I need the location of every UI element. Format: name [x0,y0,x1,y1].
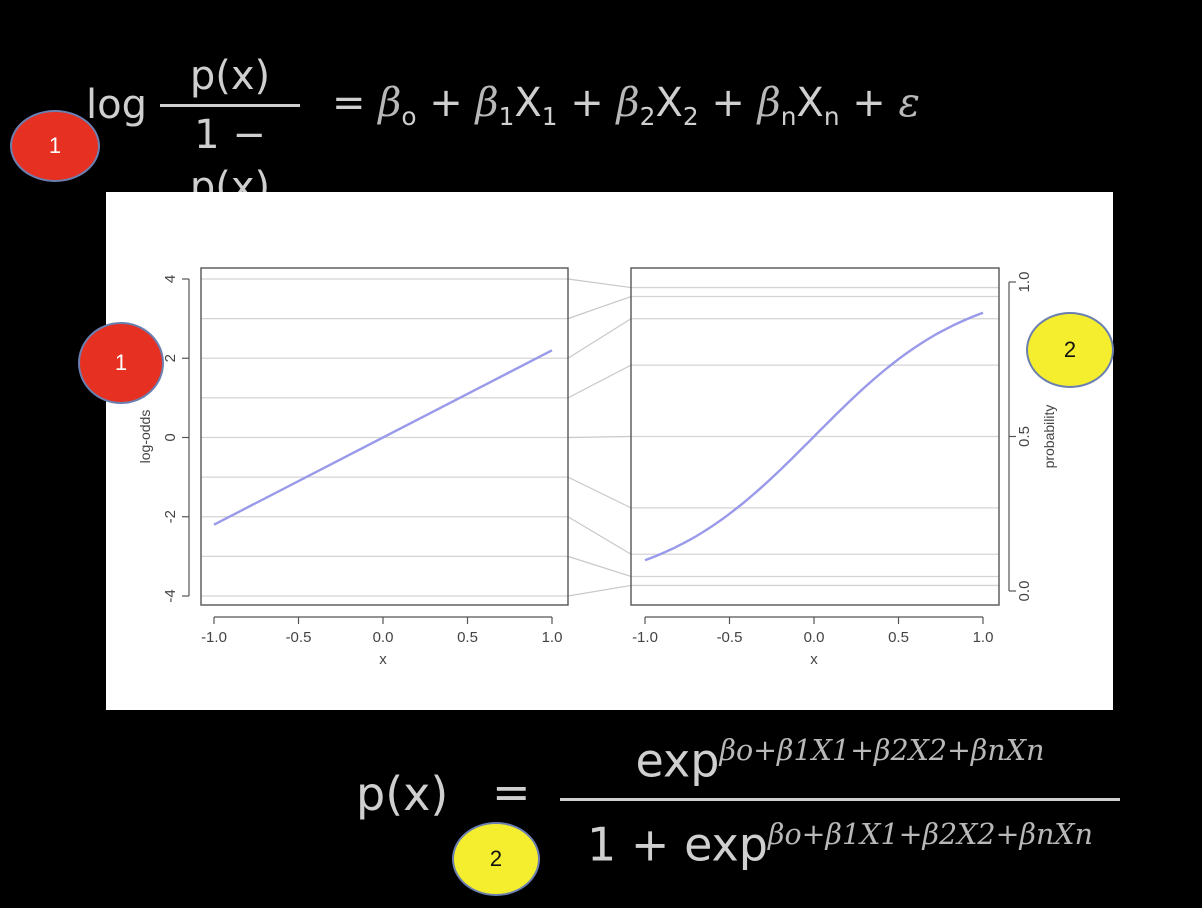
x-1: X [514,80,542,126]
plus-sign: + [711,80,745,126]
connector-line [567,278,632,289]
right-y-axis-label: probability [1041,405,1057,469]
linear-predictor: = βo + β1X1 + β2X2 + βnXn + ε [332,80,920,131]
x-n: X [796,80,824,126]
left-y-tick-label: 2 [162,354,179,362]
log-label: log [86,82,147,128]
x-1-sub: 1 [541,102,558,131]
connector-line [567,476,632,509]
x-2: X [655,80,683,126]
fraction-denominator: 1 + expβo+β1X1+β2X2+βnXn [560,803,1120,876]
epsilon: ε [898,80,920,126]
left-plot-frame [200,267,569,606]
fraction-numerator: p(x) [189,53,271,99]
right-x-tick-label: 0.5 [888,629,909,646]
beta-n-sub: n [780,102,797,131]
right-y-tick-label: 0.5 [1016,426,1033,447]
beta-0-sub: o [401,102,417,131]
beta-1: β [475,80,499,126]
one-plus: 1 + [587,817,670,872]
beta-n: β [757,80,781,126]
plus-sign: + [852,80,886,126]
right-x-axis-label: x [810,651,818,668]
exponent: βo+β1X1+β2X2+βnXn [719,734,1045,767]
left-y-tick-label: -4 [162,589,179,602]
left-y-tick-label: 0 [162,433,179,441]
left-x-tick-label: 0.0 [373,629,394,646]
badge-1-axis: 1 [78,322,164,404]
right-x-tick-label: 0.0 [804,629,825,646]
connector-line [567,318,632,359]
left-x-tick-label: -0.5 [286,629,312,646]
connector-line [567,584,632,597]
probability-curve [644,311,984,562]
probability-formula: p(x) = expβo+β1X1+β2X2+βnXn 1 + expβo+β1… [350,715,1150,872]
right-x-tick-label: -1.0 [632,629,658,646]
badge-2-bottom: 2 [452,822,540,896]
odds-fraction: p(x) 1 − p(x) [160,50,300,213]
right-x-tick-label: -0.5 [717,629,743,646]
left-x-tick-label: 0.5 [457,629,478,646]
left-y-tick-label: 4 [162,275,179,283]
x-n-sub: n [823,102,840,131]
fraction-numerator: expβo+β1X1+β2X2+βnXn [560,715,1120,796]
x-2-sub: 2 [682,102,699,131]
left-y-tick-label: -2 [162,510,179,523]
connector-line [567,555,632,578]
connector-line [567,516,632,555]
beta-1-sub: 1 [498,102,515,131]
px-label: p(x) [356,767,449,821]
left-x-tick-label: 1.0 [542,629,563,646]
equals-sign: = [492,765,531,819]
beta-0: β [378,80,402,126]
plus-sign: + [570,80,604,126]
chart-panel: -1.0 -0.5 0.0 0.5 1.0 x -1.0 -0.5 0.0 0.5 1.0 x -4 -2… [106,192,1113,710]
left-x-tick-label: -1.0 [201,629,227,646]
fraction-bar [160,104,300,107]
logit-probability-chart: -1.0 -0.5 0.0 0.5 1.0 x -1.0 -0.5 0.0 0.5 1.0 x -4 -2… [137,267,1057,668]
log-odds-line [213,349,553,526]
sigmoid-fraction: expβo+β1X1+β2X2+βnXn 1 + expβo+β1X1+β2X2… [560,715,1120,877]
beta-2-sub: 2 [639,102,656,131]
beta-2: β [616,80,640,126]
connector-line [567,435,632,439]
fraction-bar [560,798,1120,802]
right-plot-frame [630,267,1000,606]
exponent: βo+β1X1+β2X2+βnXn [767,818,1093,852]
left-x-axis-label: x [379,651,387,668]
exp-label: exp [635,733,720,788]
badge-1-top: 1 [10,110,100,182]
right-x-tick-label: 1.0 [973,629,994,646]
right-y-tick-label: 1.0 [1016,272,1033,293]
exp-label: exp [684,817,768,872]
connector-line [567,295,632,320]
equals-sign: = [332,80,366,126]
left-y-axis-label: log-odds [137,410,153,464]
fraction-denominator: 1 − p(x) [189,112,271,210]
right-y-tick-label: 0.0 [1016,581,1033,602]
badge-2-axis: 2 [1026,312,1114,388]
connector-line [567,364,632,399]
log-odds-formula: log p(x) 1 − p(x) = βo + β1X1 + β2X2 + β… [82,40,920,210]
plus-sign: + [429,80,463,126]
